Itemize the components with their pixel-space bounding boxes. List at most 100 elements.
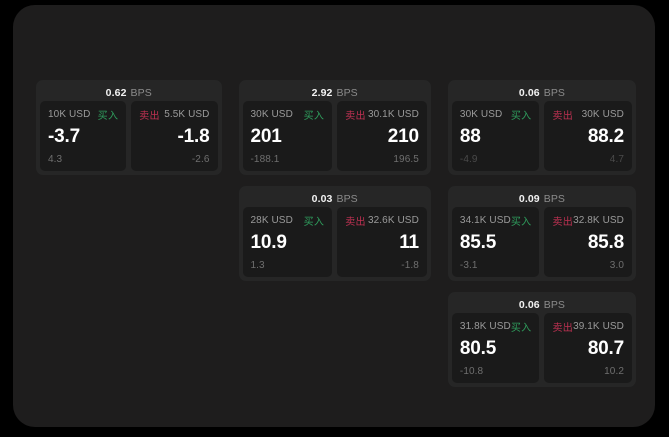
card-panels: 10K USD 买入 -3.7 4.3 卖出 5.5K USD -1.8 -2.… xyxy=(40,101,218,171)
card-header: 0.06 BPS xyxy=(452,296,632,313)
sell-panel[interactable]: 卖出 30K USD 88.2 4.7 xyxy=(544,101,632,171)
buy-price: 10.9 xyxy=(250,232,287,253)
buy-price: 85.5 xyxy=(459,232,497,253)
sell-tag: 卖出 xyxy=(345,216,366,228)
sell-panel-top: 卖出 30K USD xyxy=(552,108,624,122)
sell-price: -1.8 xyxy=(177,126,210,147)
buy-size-label: 34.1K USD xyxy=(459,214,511,226)
sell-panel[interactable]: 卖出 39.1K USD 80.7 10.2 xyxy=(544,313,632,383)
buy-delta: 1.3 xyxy=(250,260,265,271)
sell-delta: -1.8 xyxy=(401,260,419,271)
sell-delta: 196.5 xyxy=(393,154,419,165)
quote-column: 2.92 BPS 30K USD 买入 201 -188.1 卖出 xyxy=(238,80,431,281)
bps-value: 0.09 xyxy=(518,192,540,205)
buy-tag: 买入 xyxy=(303,216,325,228)
sell-size-label: 30.1K USD xyxy=(367,108,419,120)
buy-delta: -188.1 xyxy=(250,154,280,165)
bps-value: 0.62 xyxy=(105,86,127,99)
buy-size-label: 10K USD xyxy=(48,108,91,120)
buy-panel[interactable]: 28K USD 买入 10.9 1.3 xyxy=(242,207,333,277)
buy-delta: 4.3 xyxy=(48,154,63,165)
buy-size-label: 30K USD xyxy=(250,108,293,120)
sell-delta: 4.7 xyxy=(609,154,624,165)
buy-tag: 买入 xyxy=(303,110,325,122)
buy-panel[interactable]: 10K USD 买入 -3.7 4.3 xyxy=(40,101,127,171)
sell-tag: 卖出 xyxy=(139,110,160,122)
buy-panel[interactable]: 31.8K USD 买入 80.5 -10.8 xyxy=(451,313,540,383)
quote-card[interactable]: 0.06 BPS 30K USD 买入 88 -4.9 卖出 xyxy=(447,80,636,175)
card-header: 0.09 BPS xyxy=(452,190,632,207)
card-header: 0.06 BPS xyxy=(452,84,632,101)
sell-panel[interactable]: 卖出 5.5K USD -1.8 -2.6 xyxy=(131,101,218,171)
sell-panel-top: 卖出 32.6K USD xyxy=(345,214,419,228)
quote-card[interactable]: 0.09 BPS 34.1K USD 买入 85.5 -3.1 卖出 xyxy=(447,186,636,281)
bps-unit-label: BPS xyxy=(543,86,566,99)
sell-size-label: 39.1K USD xyxy=(573,320,624,332)
buy-panel-top: 10K USD 买入 xyxy=(48,108,119,122)
sell-tag: 卖出 xyxy=(552,110,574,122)
sell-size-label: 30K USD xyxy=(581,108,624,120)
sell-price: 80.7 xyxy=(587,338,624,359)
buy-size-label: 31.8K USD xyxy=(459,320,511,332)
sell-tag: 卖出 xyxy=(552,322,574,334)
buy-tag: 买入 xyxy=(510,110,532,122)
buy-panel-top: 28K USD 买入 xyxy=(250,214,325,228)
card-panels: 30K USD 买入 88 -4.9 卖出 30K USD 88.2 4.7 xyxy=(451,101,632,171)
sell-size-label: 32.6K USD xyxy=(367,214,419,226)
card-panels: 34.1K USD 买入 85.5 -3.1 卖出 32.8K USD 85.8… xyxy=(451,207,632,277)
sell-panel-top: 卖出 5.5K USD xyxy=(139,108,210,122)
buy-panel-top: 34.1K USD 买入 xyxy=(459,214,532,228)
sell-tag: 卖出 xyxy=(345,110,366,122)
sell-delta: 3.0 xyxy=(609,260,624,271)
buy-price: 80.5 xyxy=(459,338,497,359)
quote-column: 0.06 BPS 30K USD 买入 88 -4.9 卖出 xyxy=(447,80,636,387)
sell-price: 11 xyxy=(399,232,419,253)
bps-value: 2.92 xyxy=(311,86,333,99)
card-panels: 28K USD 买入 10.9 1.3 卖出 32.6K USD 11 -1.8 xyxy=(242,207,427,277)
buy-delta: -4.9 xyxy=(459,154,478,165)
sell-panel[interactable]: 卖出 32.6K USD 11 -1.8 xyxy=(337,207,427,277)
bps-unit-label: BPS xyxy=(130,86,152,99)
buy-tag: 买入 xyxy=(510,216,532,228)
sell-panel-top: 卖出 32.8K USD xyxy=(552,214,624,228)
sell-delta: -2.6 xyxy=(191,154,210,165)
bps-value: 0.06 xyxy=(518,298,540,311)
buy-panel[interactable]: 30K USD 买入 88 -4.9 xyxy=(451,101,540,171)
bps-value: 0.06 xyxy=(518,86,540,99)
buy-panel[interactable]: 30K USD 买入 201 -188.1 xyxy=(242,101,333,171)
buy-size-label: 28K USD xyxy=(250,214,293,226)
sell-price: 210 xyxy=(387,126,419,147)
quote-card[interactable]: 0.03 BPS 28K USD 买入 10.9 1.3 卖出 xyxy=(238,186,431,281)
quote-board: 0.62 BPS 10K USD 买入 -3.7 4.3 卖出 xyxy=(36,80,636,387)
sell-panel[interactable]: 卖出 30.1K USD 210 196.5 xyxy=(337,101,427,171)
buy-price: -3.7 xyxy=(48,126,80,147)
sell-panel-top: 卖出 39.1K USD xyxy=(552,320,624,334)
quote-card[interactable]: 0.06 BPS 31.8K USD 买入 80.5 -10.8 卖 xyxy=(447,292,636,387)
sell-panel[interactable]: 卖出 32.8K USD 85.8 3.0 xyxy=(544,207,632,277)
buy-panel[interactable]: 34.1K USD 买入 85.5 -3.1 xyxy=(451,207,540,277)
sell-size-label: 32.8K USD xyxy=(573,214,624,226)
buy-price: 88 xyxy=(459,126,481,147)
buy-tag: 买入 xyxy=(510,322,532,334)
bps-unit-label: BPS xyxy=(543,192,566,205)
buy-price: 201 xyxy=(250,126,282,147)
sell-delta: 10.2 xyxy=(604,366,624,377)
buy-panel-top: 30K USD 买入 xyxy=(459,108,532,122)
app-shell: 0.62 BPS 10K USD 买入 -3.7 4.3 卖出 xyxy=(13,5,655,427)
buy-panel-top: 31.8K USD 买入 xyxy=(459,320,532,334)
quote-column: 0.62 BPS 10K USD 买入 -3.7 4.3 卖出 xyxy=(36,80,222,175)
bps-unit-label: BPS xyxy=(543,298,566,311)
quote-card[interactable]: 0.62 BPS 10K USD 买入 -3.7 4.3 卖出 xyxy=(36,80,222,175)
buy-size-label: 30K USD xyxy=(459,108,503,120)
quote-card[interactable]: 2.92 BPS 30K USD 买入 201 -188.1 卖出 xyxy=(238,80,431,175)
sell-size-label: 5.5K USD xyxy=(164,108,210,120)
bps-value: 0.03 xyxy=(311,192,333,205)
card-header: 0.62 BPS xyxy=(40,84,218,101)
card-header: 0.03 BPS xyxy=(243,190,427,207)
buy-tag: 买入 xyxy=(97,110,119,122)
bps-unit-label: BPS xyxy=(336,86,358,99)
sell-price: 85.8 xyxy=(587,232,624,253)
card-panels: 31.8K USD 买入 80.5 -10.8 卖出 39.1K USD 80.… xyxy=(451,313,632,383)
buy-delta: -10.8 xyxy=(459,366,484,377)
card-header: 2.92 BPS xyxy=(243,84,427,101)
